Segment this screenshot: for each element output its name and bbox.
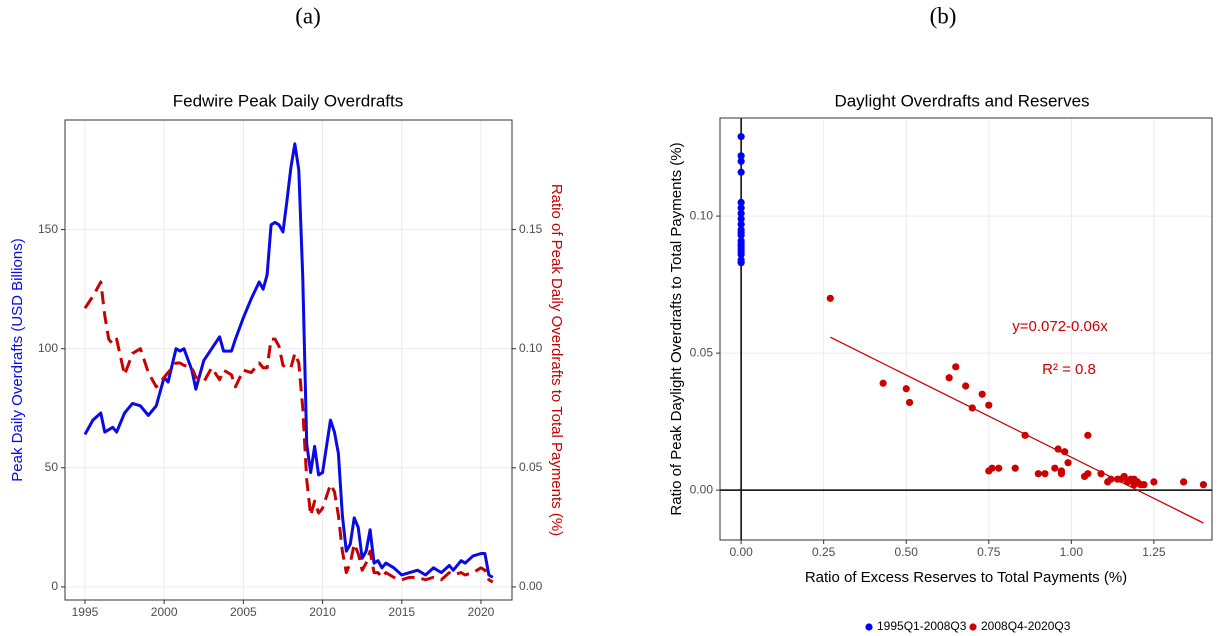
scatter-point bbox=[962, 382, 970, 390]
scatter-point bbox=[1021, 431, 1029, 439]
panel-label: (a) bbox=[295, 3, 321, 28]
y-axis-label: Ratio of Peak Daylight Overdrafts to Tot… bbox=[668, 142, 685, 515]
y2-tick-label: 0.05 bbox=[519, 460, 543, 474]
x-tick-label: 0.00 bbox=[729, 545, 753, 559]
scatter-point bbox=[952, 363, 960, 371]
y2-tick-label: 0.10 bbox=[519, 341, 543, 355]
chart-title: Fedwire Peak Daily Overdrafts bbox=[173, 91, 404, 110]
line-series bbox=[83, 280, 494, 584]
annotation: R² = 0.8 bbox=[1042, 361, 1096, 378]
scatter-point bbox=[1034, 470, 1042, 478]
scatter-point bbox=[902, 385, 910, 393]
legend-label: 1995Q1-2008Q3 bbox=[877, 619, 967, 633]
x-tick-label: 0.25 bbox=[812, 545, 836, 559]
scatter-point bbox=[1140, 481, 1148, 489]
y-tick-label: 0.10 bbox=[690, 208, 714, 222]
scatter-point bbox=[1011, 464, 1019, 472]
y-tick-label: 100 bbox=[38, 341, 58, 355]
scatter-point bbox=[1051, 464, 1059, 472]
scatter-point bbox=[968, 404, 976, 412]
annotation: y=0.072-0.06x bbox=[1012, 318, 1108, 335]
x-tick-label: 1.00 bbox=[1060, 545, 1084, 559]
scatter-point bbox=[978, 390, 986, 398]
y-tick-label: 0.00 bbox=[690, 482, 714, 496]
scatter-point bbox=[945, 374, 953, 382]
scatter-point bbox=[1061, 448, 1069, 456]
scatter-point bbox=[1120, 472, 1128, 481]
scatter-point bbox=[1107, 475, 1115, 483]
scatter-point bbox=[879, 379, 887, 387]
x-tick-label: 1.25 bbox=[1142, 545, 1166, 559]
y2-tick-label: 0.15 bbox=[519, 222, 543, 236]
scatter-point bbox=[1041, 470, 1049, 478]
scatter-point bbox=[985, 401, 993, 409]
legend-marker bbox=[865, 623, 873, 631]
scatter-point bbox=[737, 157, 745, 165]
scatter-point bbox=[905, 398, 914, 407]
scatter-point bbox=[1084, 470, 1092, 478]
y2-tick-label: 0.00 bbox=[519, 579, 543, 593]
scatter-point bbox=[737, 133, 745, 141]
scatter-point bbox=[1150, 478, 1158, 486]
scatter-point bbox=[1054, 445, 1062, 453]
legend-label: 2008Q4-2020Q3 bbox=[981, 619, 1071, 633]
x-tick-label: 0.75 bbox=[977, 545, 1001, 559]
y-axis-label: Peak Daily Overdrafts (USD Billions) bbox=[9, 238, 26, 481]
scatter-point bbox=[1057, 467, 1066, 475]
x-tick-label: 2010 bbox=[309, 605, 336, 619]
panel-label: (b) bbox=[930, 3, 957, 28]
scatter-point bbox=[737, 209, 745, 217]
y-tick-label: 50 bbox=[45, 460, 59, 474]
plot-border bbox=[64, 119, 513, 601]
plot-border bbox=[719, 117, 1213, 541]
x-tick-label: 2000 bbox=[151, 605, 178, 619]
fit-line bbox=[829, 336, 1204, 524]
chart-title: Daylight Overdrafts and Reserves bbox=[834, 91, 1089, 110]
y-tick-label: 0 bbox=[51, 579, 58, 593]
scatter-point bbox=[1180, 478, 1188, 486]
scatter-point bbox=[737, 152, 745, 160]
scatter-point bbox=[737, 215, 745, 223]
scatter-point bbox=[1084, 431, 1092, 439]
scatter-point bbox=[995, 464, 1003, 472]
scatter-point bbox=[1064, 459, 1072, 467]
x-tick-label: 2015 bbox=[388, 605, 415, 619]
scatter-point bbox=[737, 198, 745, 206]
scatter-point bbox=[737, 250, 745, 259]
y-tick-label: 0.05 bbox=[690, 345, 714, 359]
y-tick-label: 150 bbox=[38, 222, 58, 236]
scatter-point bbox=[826, 294, 834, 302]
x-tick-label: 1995 bbox=[72, 605, 99, 619]
x-tick-label: 2005 bbox=[230, 605, 257, 619]
scatter-point bbox=[988, 464, 996, 472]
scatter-point bbox=[1199, 481, 1208, 489]
x-tick-label: 0.50 bbox=[895, 545, 919, 559]
scatter-point bbox=[737, 220, 745, 228]
x-axis-label: Ratio of Excess Reserves to Total Paymen… bbox=[805, 569, 1127, 586]
legend-marker bbox=[969, 623, 977, 631]
y2-axis-label: Ratio of Peak Daily Overdrafts to Total … bbox=[548, 184, 565, 536]
scatter-point bbox=[737, 231, 745, 239]
x-tick-label: 2020 bbox=[468, 605, 495, 619]
scatter-point bbox=[737, 259, 745, 267]
scatter-point bbox=[1097, 470, 1105, 478]
scatter-point bbox=[737, 204, 745, 212]
line-series bbox=[83, 142, 494, 579]
scatter-point bbox=[737, 168, 745, 176]
